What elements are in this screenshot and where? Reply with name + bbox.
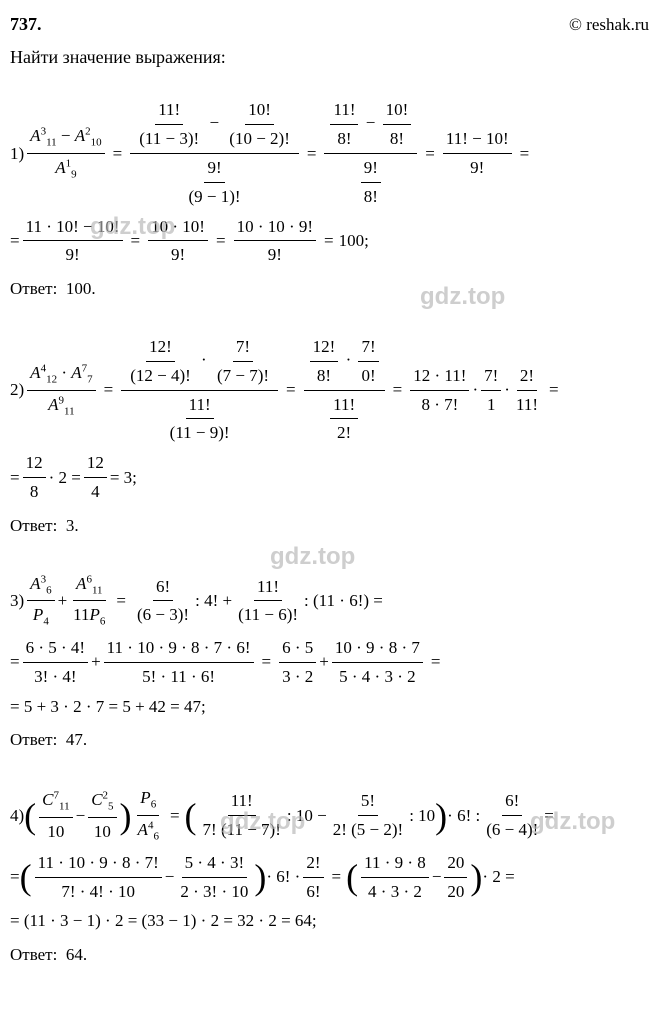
sol3-answer: Ответ: 47. — [10, 728, 649, 752]
sol3-line1: 3) A36P4 + A61111P6 = 6!(6 − 3)! : 4! + … — [10, 572, 649, 631]
sol4-label: 4) — [10, 804, 24, 828]
solution-4: 4) ( C71110 − C2510 ) P6A46 = ( 11!7! (1… — [10, 786, 649, 967]
sol4-line3: = (11 · 3 − 1) · 2 = (33 − 1) · 2 = 32 ·… — [10, 909, 649, 933]
watermark: gdz.top — [270, 540, 355, 574]
sol2-answer: Ответ: 3. — [10, 514, 649, 538]
sol2-label: 2) — [10, 378, 24, 402]
sol2-line2: = 128 · 2 = 124 = 3; — [10, 451, 649, 504]
solution-3: 3) A36P4 + A61111P6 = 6!(6 − 3)! : 4! + … — [10, 572, 649, 753]
copyright: © reshak.ru — [569, 13, 649, 37]
task-text: Найти значение выражения: — [10, 45, 649, 70]
sol1-answer: Ответ: 100. — [10, 277, 649, 301]
header: 737. © reshak.ru — [10, 12, 649, 37]
sol4-line2: = ( 11 · 10 · 9 · 8 · 7!7! · 4! · 10 − 5… — [10, 851, 649, 904]
solution-2: 2) A412 · A77A911 = 12!(12 − 4)! · 7!(7 … — [10, 335, 649, 538]
sol2-line1: 2) A412 · A77A911 = 12!(12 − 4)! · 7!(7 … — [10, 335, 649, 445]
sol1-label: 1) — [10, 142, 24, 166]
sol4-answer: Ответ: 64. — [10, 943, 649, 967]
sol1-line2: = 11 · 10! − 10!9! = 10 · 10!9! = 10 · 1… — [10, 215, 649, 268]
sol3-label: 3) — [10, 589, 24, 613]
sol4-line1: 4) ( C71110 − C2510 ) P6A46 = ( 11!7! (1… — [10, 786, 649, 845]
problem-number: 737. — [10, 12, 42, 37]
sol3-line3: = 5 + 3 · 2 · 7 = 5 + 42 = 47; — [10, 695, 649, 719]
sol1-line1: 1) A311 − A210A19 = 11!(11 − 3)! − 10!(1… — [10, 98, 649, 208]
solution-1: 1) A311 − A210A19 = 11!(11 − 3)! − 10!(1… — [10, 98, 649, 301]
sol3-line2: = 6 · 5 · 4!3! · 4! + 11 · 10 · 9 · 8 · … — [10, 636, 649, 689]
